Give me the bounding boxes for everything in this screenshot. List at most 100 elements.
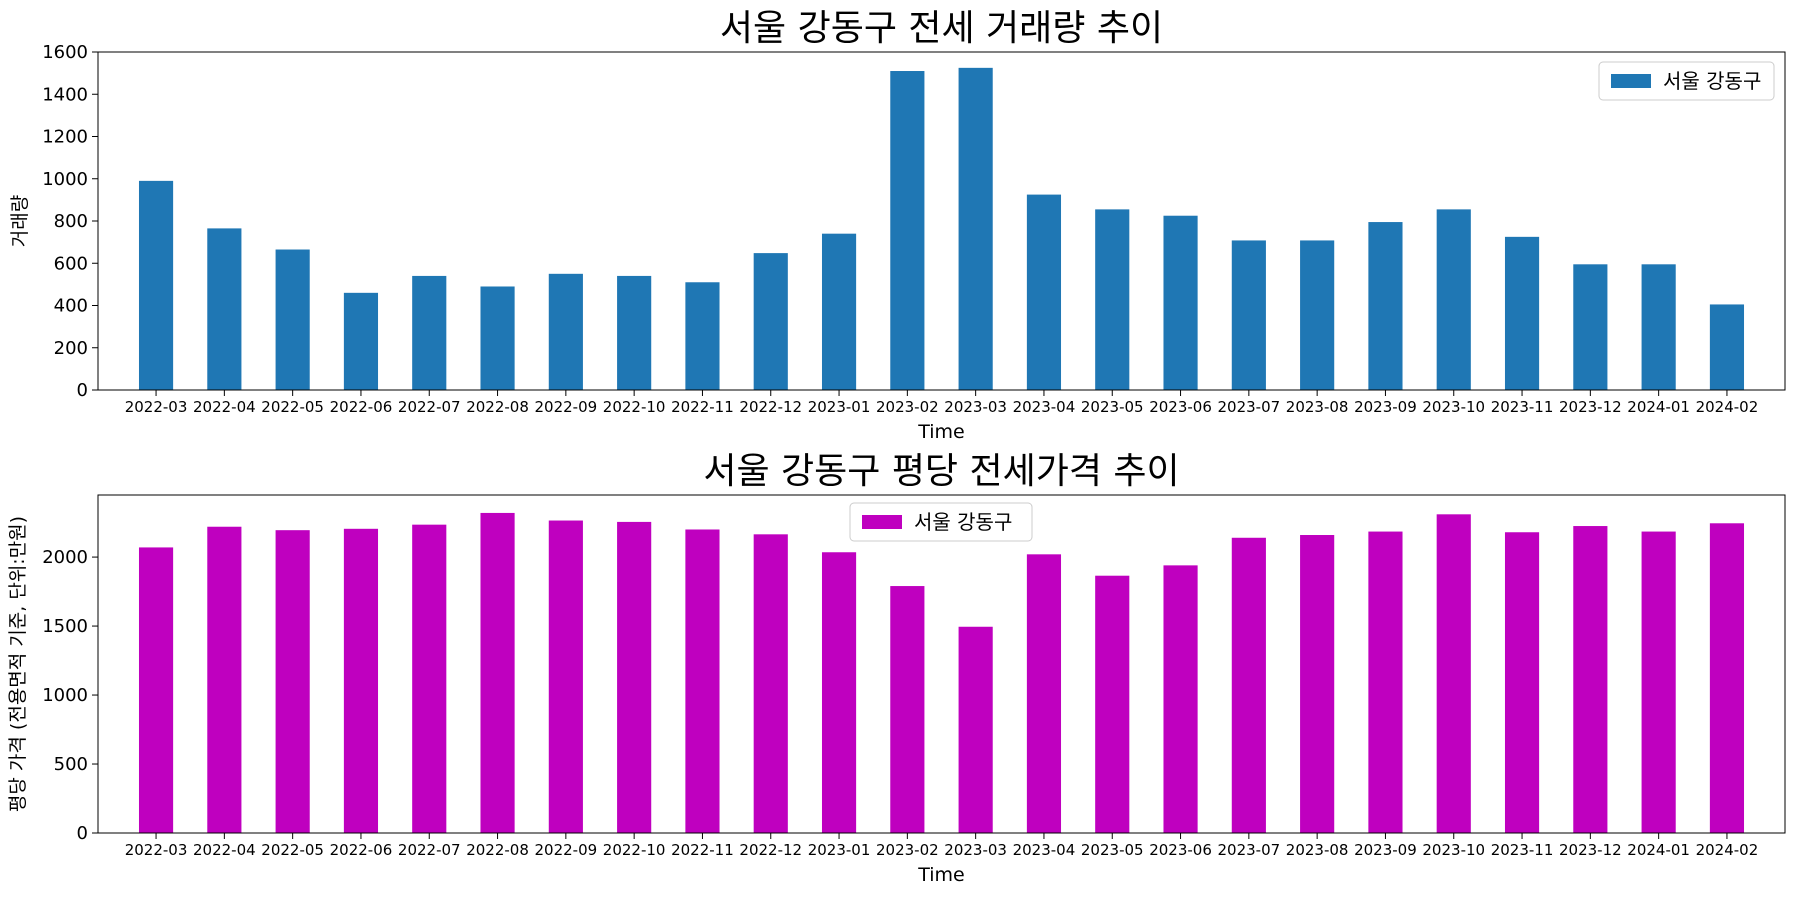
- x-tick-label: 2023-10: [1422, 841, 1485, 859]
- bar-series: [138, 67, 1745, 390]
- y-tick-label: 1200: [42, 127, 88, 148]
- x-tick-label: 2022-09: [535, 841, 598, 859]
- bar-2023-07: [1231, 537, 1266, 833]
- bar-2024-01: [1641, 264, 1676, 390]
- x-tick-label: 2022-05: [261, 398, 324, 416]
- x-tick-label: 2022-11: [671, 841, 734, 859]
- x-tick-label: 2023-07: [1218, 841, 1281, 859]
- x-tick-label: 2023-04: [1013, 841, 1076, 859]
- x-tick-label: 2023-09: [1354, 398, 1417, 416]
- legend-label: 서울 강동구: [914, 510, 1012, 534]
- bar-2023-09: [1368, 531, 1403, 833]
- bar-2024-02: [1709, 523, 1745, 833]
- x-tick-label: 2022-07: [398, 841, 461, 859]
- x-tick-label: 2023-03: [944, 398, 1007, 416]
- x-tick-label: 2023-06: [1149, 841, 1212, 859]
- x-tick-label: 2023-11: [1491, 841, 1554, 859]
- bar-2023-04: [1026, 194, 1062, 390]
- legend-frame: [849, 502, 1033, 542]
- bar-2022-07: [412, 275, 447, 390]
- bar-2023-05: [1095, 209, 1130, 390]
- bar-2023-04: [1026, 554, 1062, 833]
- bar-2022-06: [343, 528, 379, 833]
- chart-panel-2: 서울 강동구 평당 전세가격 추이 0 500 1000 1500 2000 2022-03…: [7, 451, 1786, 886]
- y-tick-label: 0: [77, 823, 88, 844]
- x-tick-label: 2023-11: [1491, 398, 1554, 416]
- x-tick-label: 2023-07: [1218, 398, 1281, 416]
- bar-2022-06: [343, 292, 379, 390]
- bar-2023-11: [1504, 236, 1540, 390]
- chart-panel-1: 서울 강동구 전세 거래량 추이 0 200 400 600 800 1000 1200 140…: [9, 8, 1786, 443]
- bar-series: [138, 512, 1745, 833]
- y-tick-label: 1600: [42, 42, 88, 63]
- bar-2023-11: [1504, 532, 1540, 833]
- bar-2022-05: [275, 249, 310, 390]
- x-axis-label: Time: [917, 421, 965, 443]
- bar-2022-03: [138, 180, 174, 390]
- x-tick-label: 2023-12: [1559, 398, 1622, 416]
- bar-2022-05: [275, 530, 310, 833]
- legend: 서울 강동구: [1598, 61, 1775, 101]
- bar-2022-08: [480, 512, 515, 833]
- bar-2022-12: [753, 534, 788, 833]
- x-tick-label: 2023-02: [876, 398, 939, 416]
- bar-2022-12: [753, 253, 788, 390]
- x-tick-label: 2022-08: [466, 398, 529, 416]
- legend-label: 서울 강동구: [1663, 69, 1761, 93]
- x-tick-label: 2023-06: [1149, 398, 1212, 416]
- x-tick-label: 2024-02: [1696, 398, 1759, 416]
- bar-2024-01: [1641, 531, 1676, 833]
- x-tick-label: 2022-03: [125, 398, 188, 416]
- y-tick-label: 800: [54, 211, 88, 232]
- bar-2022-09: [548, 273, 583, 390]
- y-axis: 0 200 400 600 800 1000 1200 1400 1600: [42, 42, 98, 401]
- y-tick-label: 1000: [42, 685, 88, 706]
- legend-frame: [1598, 61, 1775, 101]
- bar-2022-10: [617, 521, 652, 833]
- bar-2022-04: [207, 228, 242, 390]
- bar-2022-03: [138, 547, 174, 833]
- x-tick-label: 2023-08: [1286, 398, 1349, 416]
- y-tick-label: 1500: [42, 616, 88, 637]
- bar-2023-10: [1436, 514, 1471, 833]
- bar-2022-04: [207, 526, 242, 833]
- bar-2023-12: [1573, 526, 1608, 833]
- x-tick-label: 2023-04: [1013, 398, 1076, 416]
- x-tick-label: 2022-12: [739, 841, 802, 859]
- bar-2022-11: [685, 282, 720, 390]
- y-tick-label: 0: [77, 380, 88, 401]
- bar-2023-02: [890, 586, 925, 833]
- bar-2023-02: [890, 71, 925, 390]
- bar-2023-06: [1163, 215, 1198, 390]
- x-tick-label: 2023-05: [1081, 841, 1144, 859]
- y-tick-label: 600: [54, 253, 88, 274]
- x-tick-label: 2022-06: [330, 841, 393, 859]
- x-tick-label: 2022-10: [603, 398, 666, 416]
- x-tick-label: 2023-01: [808, 841, 871, 859]
- bar-2022-11: [685, 529, 720, 833]
- x-tick-label: 2023-10: [1422, 398, 1485, 416]
- x-tick-label: 2022-07: [398, 398, 461, 416]
- bar-2023-10: [1436, 209, 1471, 390]
- x-tick-label: 2022-04: [193, 841, 256, 859]
- x-tick-label: 2023-09: [1354, 841, 1417, 859]
- x-tick-label: 2022-08: [466, 841, 529, 859]
- x-tick-label: 2023-02: [876, 841, 939, 859]
- bar-2023-08: [1300, 535, 1335, 833]
- legend-swatch: [1611, 74, 1651, 88]
- y-tick-label: 500: [54, 754, 88, 775]
- x-tick-label: 2023-08: [1286, 841, 1349, 859]
- bar-2022-10: [617, 275, 652, 390]
- x-tick-label: 2024-01: [1627, 398, 1690, 416]
- x-tick-label: 2022-12: [739, 398, 802, 416]
- x-tick-label: 2024-02: [1696, 841, 1759, 859]
- y-tick-label: 1400: [42, 84, 88, 105]
- x-tick-label: 2023-05: [1081, 398, 1144, 416]
- x-tick-label: 2022-09: [535, 398, 598, 416]
- x-tick-label: 2023-12: [1559, 841, 1622, 859]
- x-tick-label: 2022-05: [261, 841, 324, 859]
- x-tick-label: 2022-06: [330, 398, 393, 416]
- x-axis: 2022-03 2022-04 2022-05 2022-06 2022-07 2022-…: [125, 833, 1759, 859]
- bar-2023-01: [821, 233, 857, 390]
